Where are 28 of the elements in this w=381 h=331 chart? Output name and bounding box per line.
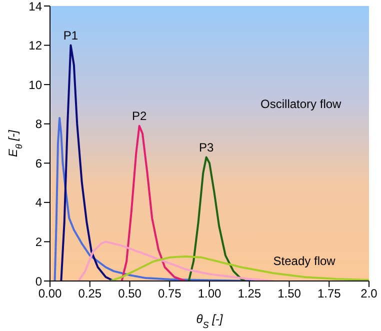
annotation: Steady flow [273,254,336,268]
line-series [110,255,369,281]
y-tick-label: 12 [28,38,42,53]
annotation: P3 [198,140,214,154]
y-tick-label: 2 [35,234,42,249]
y-tick-label: 10 [28,78,42,92]
x-tick-label: 0.75 [158,286,182,301]
x-axis-title: θ$_{S}$ [-] [196,312,224,330]
x-tick-label: 0.25 [78,286,102,301]
annotation: P2 [132,108,147,123]
annotation: Oscillatory flow [260,96,342,111]
x-tick-label: 0.00 [38,286,62,301]
y-tick-label: 4 [35,196,42,210]
line-series [60,44,115,281]
y-tick-label: 0 [35,274,42,288]
y-tick-label: 6 [35,156,42,170]
x-tick-label: 1.00 [198,286,222,301]
y-tick-label: 8 [35,117,42,132]
x-tick-label: 0.50 [118,286,142,301]
x-tick-label: 1.25 [238,286,262,301]
x-tick-label: 1.75 [317,286,342,301]
line-series [120,124,187,281]
x-tick-label: 1.50 [278,286,302,301]
x-tick-label: 2.0 [360,286,378,301]
line-series [188,156,246,281]
line-series [78,240,274,281]
y-tick-label: 14 [28,0,42,14]
annotation: P1 [63,28,78,42]
